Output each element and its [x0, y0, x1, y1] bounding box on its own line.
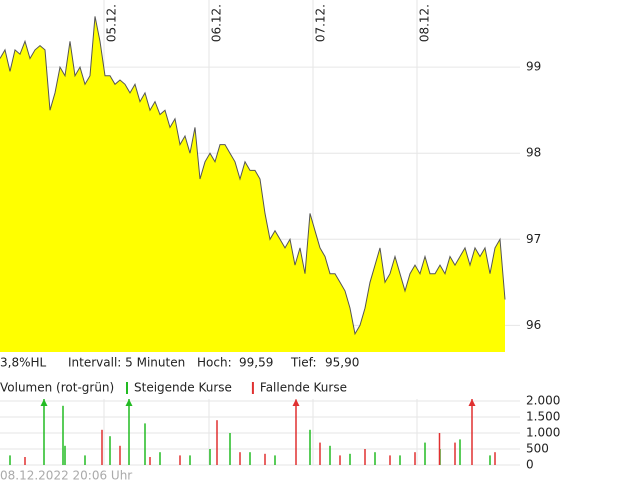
volume-bar — [249, 452, 251, 465]
volume-bar — [84, 455, 86, 465]
info-low-label: Tief: — [290, 356, 317, 370]
info-high: 99,59 — [239, 356, 273, 370]
info-high-label: Hoch: — [197, 356, 232, 370]
price-line — [0, 16, 506, 336]
y-tick-label: 98 — [526, 146, 541, 160]
price-area — [0, 16, 505, 353]
volume-bar — [24, 457, 26, 465]
volume-bar — [438, 433, 441, 465]
footer: 08.12.2022 20:06 Uhr — [0, 469, 132, 483]
volume-bar — [399, 455, 401, 465]
volume-bar — [101, 429, 103, 465]
legend-swatch — [251, 382, 254, 394]
volume-bar — [389, 455, 391, 465]
volume-bar — [349, 453, 351, 465]
volume-bars — [9, 399, 496, 465]
volume-bar — [119, 445, 121, 465]
y-tick-label: 96 — [526, 318, 541, 332]
volume-bar — [494, 452, 496, 465]
x-tick-label: 07.12. — [314, 4, 328, 42]
volume-bar — [179, 455, 181, 465]
volume-bar — [128, 399, 130, 465]
x-tick-label: 06.12. — [210, 4, 224, 42]
volume-bar — [459, 439, 461, 465]
y-tick-label: 1.500 — [526, 410, 560, 424]
legend-swatch — [126, 382, 128, 394]
volume-bar — [144, 423, 146, 465]
volume-bar — [424, 442, 426, 465]
volume-bar — [414, 452, 416, 465]
x-tick-label: 05.12. — [105, 4, 119, 42]
overflow-arrow — [292, 399, 300, 406]
volume-bar — [454, 442, 456, 465]
volume-label: Volumen (rot-grün) — [0, 381, 114, 395]
volume-bar — [149, 457, 151, 465]
volume-bar — [62, 405, 64, 465]
volume-bar — [109, 436, 111, 465]
volume-bar — [274, 455, 276, 465]
volume-bar — [364, 449, 366, 465]
volume-bar — [329, 445, 331, 465]
y-tick-label: 97 — [526, 232, 541, 246]
volume-bar — [309, 429, 311, 465]
volume-bar — [43, 399, 45, 465]
volume-bar — [216, 420, 218, 465]
info-interval: Intervall: 5 Minuten — [68, 356, 185, 370]
overflow-arrow — [468, 399, 476, 406]
y-tick-label: 2.000 — [526, 394, 560, 408]
volume-bar — [9, 455, 11, 465]
volume-bar — [159, 452, 161, 465]
legend-label: Steigende Kurse — [134, 381, 232, 395]
overflow-arrow — [40, 399, 48, 406]
volume-bar — [295, 399, 297, 465]
y-tick-label: 500 — [526, 442, 549, 456]
volume-bar — [339, 455, 341, 465]
overflow-arrow — [125, 399, 133, 406]
info-low: 95,90 — [325, 356, 359, 370]
volume-bar — [489, 455, 491, 465]
volume-bar — [209, 449, 211, 465]
volume-bar — [64, 445, 66, 465]
volume-bar — [189, 455, 191, 465]
volume-bar — [471, 399, 473, 465]
y-tick-label: 99 — [526, 60, 541, 74]
x-tick-label: 08.12. — [418, 4, 432, 42]
volume-bar — [319, 442, 321, 465]
y-tick-label: 0 — [526, 458, 534, 472]
volume-bar — [374, 452, 376, 465]
volume-bar — [239, 452, 241, 465]
volume-bar — [229, 433, 231, 465]
info-range: 3,8%HL — [0, 356, 47, 370]
volume-bar — [264, 453, 266, 465]
legend-label: Fallende Kurse — [260, 381, 347, 395]
y-tick-label: 1.000 — [526, 426, 560, 440]
